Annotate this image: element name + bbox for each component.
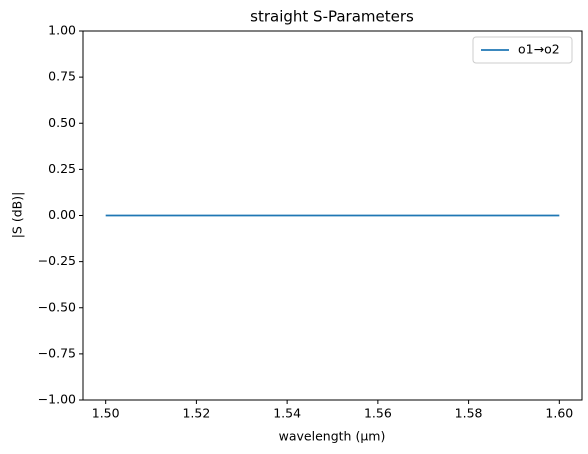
y-tick-label: 0.00 [48, 207, 76, 222]
y-tick-label: 0.50 [48, 115, 76, 130]
y-tick-label: 0.25 [48, 161, 76, 176]
x-tick-label: 1.52 [182, 406, 210, 421]
x-tick-label: 1.60 [545, 406, 573, 421]
x-tick-label: 1.50 [92, 406, 120, 421]
y-tick-label: 0.75 [48, 69, 76, 84]
x-tick-label: 1.58 [455, 406, 483, 421]
legend-label: o1→o2 [518, 42, 560, 57]
x-tick-label: 1.54 [273, 406, 301, 421]
x-tick-label: 1.56 [364, 406, 392, 421]
y-tick-label: −0.25 [38, 253, 76, 268]
y-tick-label: −0.50 [38, 299, 76, 314]
y-axis-label: |S (dB)| [10, 192, 25, 239]
y-tick-label: −1.00 [38, 392, 76, 407]
y-tick-label: 1.00 [48, 23, 76, 38]
plot-frame [82, 30, 583, 401]
y-tick-label: −0.75 [38, 345, 76, 360]
legend-box [472, 36, 573, 64]
x-axis-label: wavelength (µm) [279, 429, 386, 444]
chart-title: straight S-Parameters [250, 8, 414, 26]
